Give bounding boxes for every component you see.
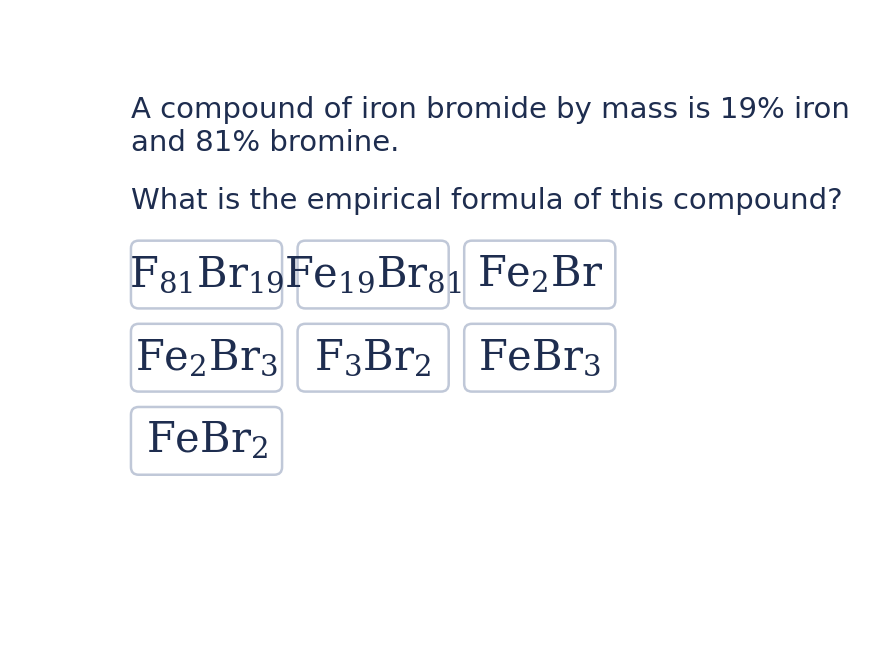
FancyBboxPatch shape bbox=[131, 407, 282, 474]
FancyBboxPatch shape bbox=[131, 241, 282, 309]
Text: $\mathregular{Fe}\mathregular{Br}_{2}$: $\mathregular{Fe}\mathregular{Br}_{2}$ bbox=[145, 420, 267, 462]
FancyBboxPatch shape bbox=[297, 324, 448, 392]
Text: A compound of iron bromide by mass is 19% iron: A compound of iron bromide by mass is 19… bbox=[131, 96, 850, 124]
FancyBboxPatch shape bbox=[464, 324, 615, 392]
FancyBboxPatch shape bbox=[131, 324, 282, 392]
Text: $\mathregular{F}_{3}\mathregular{Br}_{2}$: $\mathregular{F}_{3}\mathregular{Br}_{2}… bbox=[315, 337, 432, 379]
Text: $\mathregular{Fe}\mathregular{Br}_{3}$: $\mathregular{Fe}\mathregular{Br}_{3}$ bbox=[478, 337, 601, 379]
Text: $\mathregular{Fe}_{2}\mathregular{Br}_{3}$: $\mathregular{Fe}_{2}\mathregular{Br}_{3… bbox=[135, 337, 278, 379]
Text: $\mathregular{Fe}_{2}\mathregular{Br}$: $\mathregular{Fe}_{2}\mathregular{Br}$ bbox=[476, 253, 603, 295]
Text: $\mathregular{Fe}_{19}\mathregular{Br}_{81}$: $\mathregular{Fe}_{19}\mathregular{Br}_{… bbox=[284, 253, 462, 295]
FancyBboxPatch shape bbox=[297, 241, 448, 309]
Text: and 81% bromine.: and 81% bromine. bbox=[131, 129, 399, 157]
Text: $\mathregular{F}_{81}\mathregular{Br}_{19}$: $\mathregular{F}_{81}\mathregular{Br}_{1… bbox=[128, 253, 284, 295]
Text: What is the empirical formula of this compound?: What is the empirical formula of this co… bbox=[131, 187, 843, 215]
FancyBboxPatch shape bbox=[464, 241, 615, 309]
